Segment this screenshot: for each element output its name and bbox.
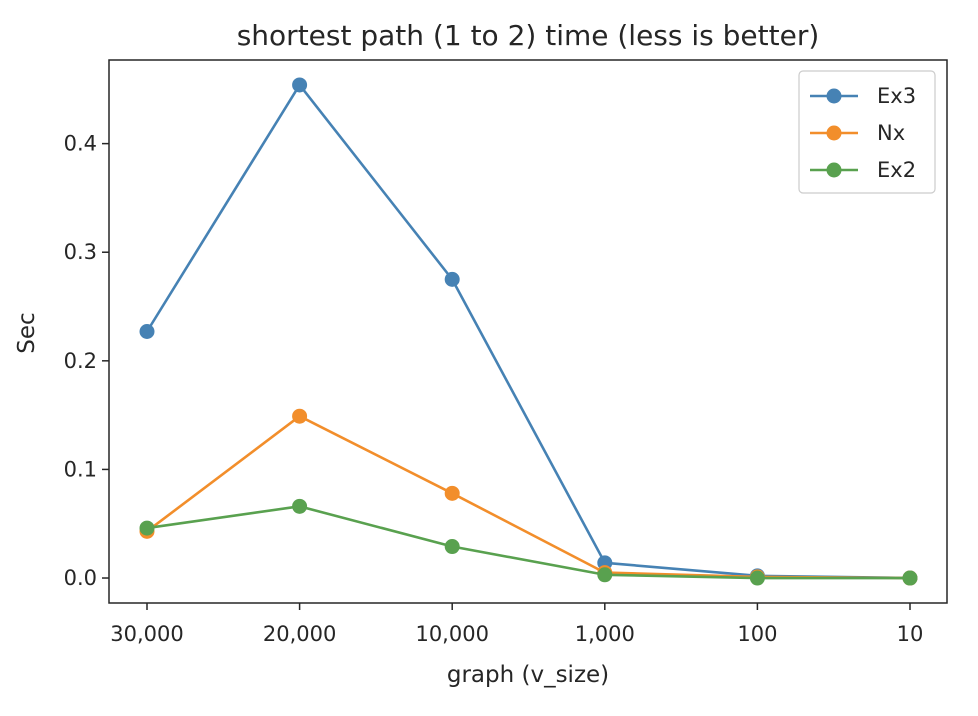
legend-label: Ex3 [877, 84, 916, 108]
series-ex2 [139, 498, 918, 586]
x-tick-label: 1,000 [575, 622, 635, 646]
data-point [292, 498, 308, 514]
x-tick-label: 30,000 [110, 622, 183, 646]
data-point [902, 570, 918, 586]
data-point [444, 539, 460, 555]
legend-item-ex3: Ex3 [810, 84, 916, 108]
series-line [145, 83, 911, 580]
data-point [139, 324, 155, 339]
legend-marker [826, 125, 842, 141]
y-tick-label: 0.3 [64, 240, 97, 264]
y-axis: 0.0 0.1 0.2 0.3 0.4 [64, 132, 109, 590]
legend-label: Ex2 [877, 158, 916, 182]
data-point [444, 485, 460, 501]
data-point [139, 520, 155, 536]
series-layer [139, 77, 918, 586]
x-tick-label: 100 [737, 622, 777, 646]
legend: Ex3 Nx Ex2 [798, 70, 936, 194]
y-tick-label: 0.0 [64, 566, 97, 590]
plot-area-frame [108, 59, 948, 604]
data-point [444, 271, 460, 287]
legend-marker [826, 162, 842, 178]
y-tick-label: 0.1 [64, 457, 97, 481]
x-tick-label: 10,000 [415, 622, 488, 646]
x-tick-label: 10 [897, 622, 924, 646]
legend-marker [826, 88, 842, 104]
legend-item-nx: Nx [810, 121, 905, 145]
x-tick-label: 20,000 [263, 622, 336, 646]
data-point [749, 570, 765, 586]
y-tick-label: 0.2 [64, 349, 97, 373]
series-line [146, 505, 910, 580]
legend-item-ex2: Ex2 [810, 158, 916, 182]
legend-label: Nx [877, 121, 905, 145]
y-tick-label: 0.4 [64, 132, 97, 156]
chart-title: shortest path (1 to 2) time (less is bet… [237, 19, 820, 52]
x-axis: 30,000 20,000 10,000 1,000 100 10 [110, 603, 923, 646]
data-point [292, 77, 308, 93]
data-point [597, 567, 613, 583]
series-line [146, 414, 911, 580]
y-axis-label: Sec [14, 312, 40, 353]
series-nx [139, 408, 918, 586]
x-axis-label: graph (v_size) [447, 662, 609, 688]
data-point [292, 408, 308, 424]
